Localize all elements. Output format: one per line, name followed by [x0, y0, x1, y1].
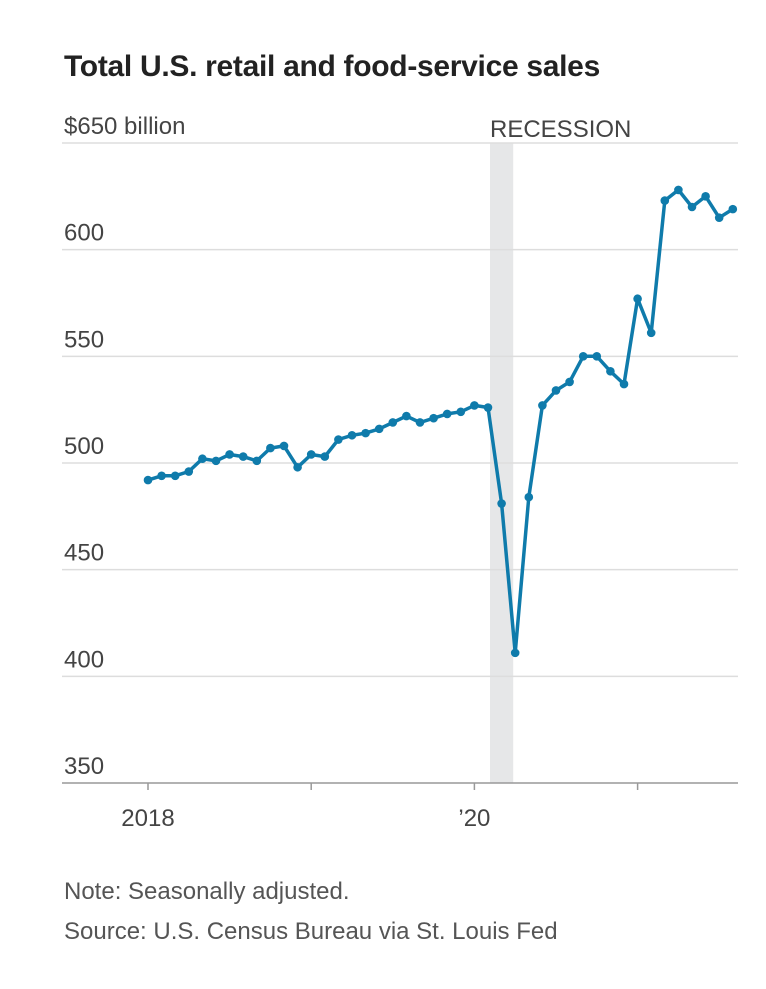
chart-source: Source: U.S. Census Bureau via St. Louis…	[64, 918, 558, 945]
data-point	[238, 452, 248, 461]
chart-title: Total U.S. retail and food-service sales	[64, 50, 600, 83]
data-point	[252, 456, 262, 466]
data-point	[279, 441, 289, 451]
data-point	[606, 366, 615, 376]
data-point	[211, 456, 221, 466]
data-point	[510, 648, 520, 658]
data-point	[633, 294, 642, 304]
data-point	[225, 450, 234, 459]
data-point	[660, 196, 670, 205]
y-tick-label: 450	[64, 540, 104, 567]
x-tick-label: ’20	[458, 805, 490, 832]
data-point	[687, 202, 697, 212]
data-point	[551, 386, 561, 395]
recession-label: RECESSION	[490, 116, 631, 143]
y-tick-label: 500	[64, 433, 104, 460]
data-point	[402, 411, 411, 421]
series-line-layer	[143, 185, 738, 658]
data-point	[170, 471, 180, 481]
data-point	[266, 443, 275, 453]
data-point	[374, 424, 384, 434]
data-point	[415, 418, 425, 427]
data-point	[701, 192, 710, 201]
data-point	[293, 462, 302, 472]
y-tick-label: 350	[64, 753, 104, 780]
data-point	[674, 185, 683, 195]
data-point	[578, 352, 588, 361]
y-tick-label: 600	[64, 220, 104, 247]
x-axis	[147, 783, 639, 790]
tick-labels: RECESSION $650 billion 600 550 500 450 400 350 2…	[64, 113, 631, 832]
data-point	[442, 409, 452, 419]
chart-note: Note: Seasonally adjusted.	[64, 878, 350, 905]
data-point	[306, 450, 316, 459]
data-point	[524, 492, 534, 502]
gridlines	[62, 142, 738, 784]
data-point	[157, 471, 166, 481]
data-point	[646, 328, 656, 338]
y-tick-label: 400	[64, 646, 104, 673]
data-point	[565, 377, 574, 387]
data-point	[714, 213, 724, 222]
line-chart: RECESSION $650 billion 600 550 500 450 400 350 2…	[62, 113, 738, 832]
data-point	[470, 401, 479, 410]
data-point	[456, 407, 466, 417]
data-point	[619, 379, 629, 389]
x-tick-label: 2018	[121, 805, 174, 832]
data-point	[143, 475, 153, 485]
data-point	[347, 430, 357, 440]
data-point	[497, 499, 506, 508]
data-point	[388, 418, 398, 427]
data-point	[538, 401, 547, 410]
data-point	[184, 467, 194, 476]
data-point	[483, 403, 493, 412]
series-line	[147, 188, 734, 655]
y-tick-label: $650 billion	[64, 113, 185, 140]
y-tick-label: 550	[64, 326, 104, 353]
data-point	[592, 352, 602, 361]
data-point	[429, 413, 438, 423]
data-point	[728, 204, 738, 214]
data-point	[198, 454, 207, 464]
data-point	[320, 452, 330, 461]
data-point	[334, 435, 343, 444]
data-point	[361, 428, 370, 438]
